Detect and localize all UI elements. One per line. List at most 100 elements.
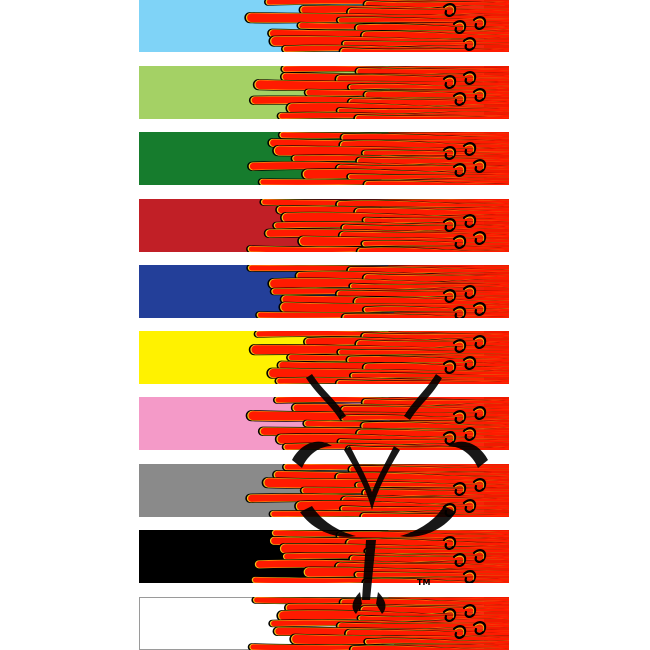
flame-tongue: [343, 314, 509, 318]
flame-swirl: [462, 142, 477, 156]
trademark-mark: TM: [417, 578, 431, 587]
flame-swirl-pinstripe: [454, 94, 465, 103]
flame-swirl: [452, 553, 467, 567]
flame-swirl: [462, 71, 477, 85]
flame-swirl-pinstripe: [454, 555, 465, 564]
flame-swirl-pinstripe: [454, 165, 465, 174]
flame-swirl-pinstripe: [464, 216, 475, 225]
swatch-strip-black: [139, 530, 509, 583]
flame-swirl: [472, 302, 487, 316]
flame-tongue: [358, 247, 509, 252]
flame-tongue: [351, 645, 509, 650]
flame-tongue: [338, 108, 509, 114]
flame-tongue: [358, 158, 509, 165]
swatch-strip-pink: [139, 397, 509, 450]
flame-swirl: [442, 146, 457, 160]
flame-tongue: [349, 174, 509, 180]
flame-swirl: [442, 608, 457, 622]
flame-swirl: [452, 163, 467, 177]
flame-graphic: [247, 132, 509, 185]
flame-swirl: [462, 499, 477, 513]
flame-swirl: [472, 621, 487, 635]
flame-swirl: [472, 88, 487, 102]
flame-swirl-pinstripe: [474, 337, 485, 346]
flame-swirl: [452, 20, 467, 34]
flame-swirl: [462, 356, 477, 370]
flame-tongue: [365, 181, 509, 185]
flame-swirl-pinstripe: [474, 408, 485, 417]
flame-swirl-pinstripe: [464, 429, 475, 438]
flame-swirl: [472, 478, 487, 492]
flame-swirl: [472, 406, 487, 420]
flame-swirl-pinstripe: [444, 220, 455, 229]
flame-tongue: [357, 68, 509, 75]
flame-swirl: [452, 410, 467, 424]
flame-swirl-pinstripe: [454, 22, 465, 31]
flame-swirl-pinstripe: [444, 610, 455, 619]
swatch-strip-gray: [139, 464, 509, 517]
swatch-strip-dark-green: [139, 132, 509, 185]
flame-swirl: [452, 306, 467, 318]
flame-swirl-pinstripe: [474, 161, 485, 170]
swatch-strip-crimson: [139, 199, 509, 252]
flame-tongue: [362, 422, 509, 429]
flame-swirl: [472, 231, 487, 245]
flame-swirl-pinstripe: [444, 77, 455, 86]
swatch-strip-lime-green: [139, 66, 509, 119]
flame-swirl: [442, 431, 457, 445]
flame-tongue: [339, 439, 509, 445]
flame-swirl-pinstripe: [444, 433, 455, 442]
flame-swirl-pinstripe: [454, 627, 465, 636]
flame-swirl-pinstripe: [454, 412, 465, 421]
flame-swirl: [442, 360, 457, 374]
flame-swirl-pinstripe: [464, 358, 475, 367]
flame-swirl-pinstripe: [474, 233, 485, 242]
flame-swirl: [472, 335, 487, 349]
swatch-strip-royal-blue: [139, 265, 509, 318]
flame-tongue: [348, 356, 509, 363]
flame-swirl-pinstripe: [474, 304, 485, 313]
flame-graphic: [250, 530, 509, 583]
flame-swirl-pinstripe: [474, 90, 485, 99]
flame-tongue: [364, 217, 509, 223]
flame-graphic: [248, 66, 509, 119]
flame-swirl: [462, 427, 477, 441]
flame-tongue: [366, 638, 509, 644]
flame-swirl: [442, 3, 457, 17]
swatch-strip-light-blue: [139, 0, 509, 52]
flame-group: [247, 597, 509, 650]
flame-tongue: [348, 267, 509, 274]
flame-swirl: [462, 285, 477, 299]
flame-group: [246, 265, 509, 318]
flame-swirl-pinstripe: [444, 538, 455, 547]
flame-tongue: [338, 17, 509, 23]
flame-swirl: [442, 218, 457, 232]
flame-swirl: [452, 235, 467, 249]
flame-swirl-pinstripe: [464, 39, 475, 48]
flame-group: [246, 199, 509, 252]
flame-swirl: [442, 536, 457, 550]
flame-swirl-pinstripe: [454, 341, 465, 350]
flame-graphic: [248, 331, 509, 384]
flame-swirl-pinstripe: [454, 484, 465, 493]
flame-swirl-pinstripe: [474, 551, 485, 560]
flame-graphic: [246, 199, 509, 252]
flame-graphic: [246, 265, 509, 318]
flame-tongue: [351, 556, 509, 563]
flame-tongue: [342, 134, 509, 141]
flame-swirl: [442, 289, 457, 303]
flame-swirl-pinstripe: [474, 480, 485, 489]
flame-swirl-pinstripe: [464, 287, 475, 296]
flame-tongue: [356, 24, 509, 31]
flame-tongue: [339, 349, 509, 355]
flame-graphic: [244, 0, 509, 52]
flame-group: [245, 397, 509, 450]
flame-swirl-pinstripe: [464, 572, 475, 581]
flame-swirl-pinstripe: [464, 144, 475, 153]
flame-swirl: [452, 92, 467, 106]
flame-graphic: [245, 464, 509, 517]
flame-swirl-pinstripe: [464, 501, 475, 510]
flame-group: [247, 132, 509, 185]
flame-group: [248, 331, 509, 384]
